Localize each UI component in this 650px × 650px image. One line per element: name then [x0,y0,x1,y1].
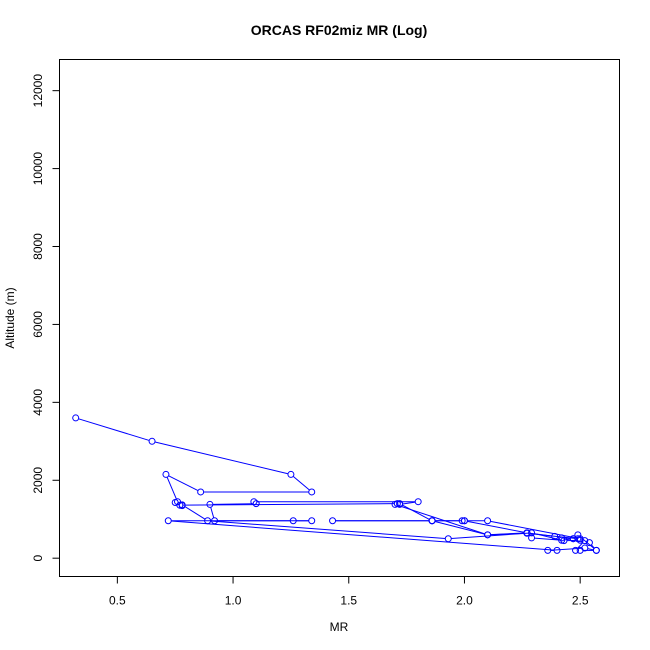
y-tick-label: 6000 [31,311,45,338]
series-line-segment [451,532,529,539]
series-layer [72,414,600,554]
x-tick-label: 0.5 [109,594,126,608]
data-point [572,546,580,554]
y-tick-label: 10000 [31,152,45,186]
data-point [148,437,156,445]
data-point [428,517,436,525]
data-point [592,546,600,554]
series-line-segment [564,538,571,541]
data-point [308,488,316,496]
series-line-segment [402,501,416,505]
data-point [585,539,593,547]
data-point [458,517,466,525]
data-point [484,517,492,525]
series-line-segment [402,504,430,520]
data-point [544,546,552,554]
y-tick-label: 12000 [31,74,45,108]
data-point [197,488,205,496]
data-point [528,529,536,537]
y-tick-label: 4000 [31,389,45,416]
data-point [460,517,468,525]
data-point [414,498,422,506]
data-point [551,532,559,540]
data-point [72,414,80,422]
data-point [250,498,258,506]
series-line-segment [78,418,150,441]
data-point [178,501,186,509]
series-line-segment [168,475,199,492]
y-axis-label: Altitude (m) [3,287,17,348]
data-point [204,517,212,525]
series-line-segment [550,547,582,551]
chart-title: ORCAS RF02miz MR (Log) [251,22,428,38]
data-point [308,517,316,525]
x-tick-label: 1.5 [340,594,357,608]
data-point [289,517,297,525]
x-tick-label: 2.0 [456,594,473,608]
data-point [569,535,577,543]
data-point [164,517,172,525]
series-line-segment [591,544,595,549]
series-line-segment [434,521,485,535]
series-line-segment [210,507,215,519]
series-line-segment [210,520,446,539]
y-tick-label: 0 [31,555,45,562]
data-point [444,535,452,543]
x-tick-label: 2.5 [572,594,589,608]
series-line-segment [171,520,555,551]
series-line-segment [154,441,289,475]
data-point [329,517,337,525]
series-line-segment [467,520,525,533]
data-point [581,537,589,545]
series-line-segment [212,503,254,505]
data-point [206,500,214,508]
data-point [484,531,492,539]
y-tick-label: 2000 [31,467,45,494]
data-point [528,534,536,542]
data-point [252,500,260,508]
series-line-segment [182,503,395,506]
data-point [523,529,531,537]
x-tick-label: 1.0 [225,594,242,608]
data-point [560,537,568,545]
data-point [396,500,404,508]
data-point [576,546,584,554]
series-line-segment [166,476,177,500]
y-tick-label: 8000 [31,233,45,260]
data-point [576,536,584,544]
series-line-segment [577,542,584,549]
data-point [287,470,295,478]
data-point [391,500,399,508]
series-line-segment [587,548,594,551]
y-axis: 0 2000 4000 6000 8000 10000 12000 [31,74,60,562]
data-point [211,517,219,525]
series-line-segment [184,505,206,520]
data-point [553,546,561,554]
series-line-segment [292,475,310,491]
series-line-segment [397,504,485,535]
x-axis: 0.5 1.0 1.5 2.0 2.5 [109,576,589,608]
data-point [162,470,170,478]
x-axis-label: MR [330,620,349,634]
